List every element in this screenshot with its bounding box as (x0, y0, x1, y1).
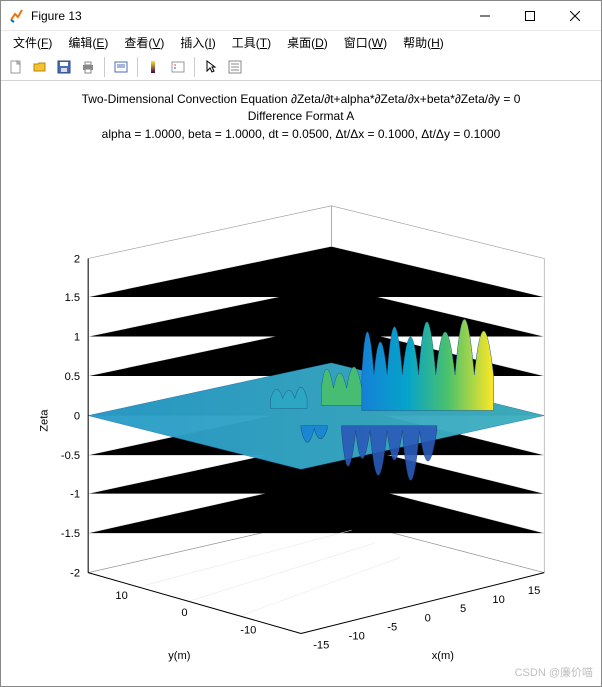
svg-text:-5: -5 (387, 622, 397, 634)
z-tick-labels: -2 -1.5 -1 -0.5 0 0.5 1 1.5 2 (61, 254, 80, 580)
svg-text:1.5: 1.5 (65, 292, 80, 304)
menu-item[interactable]: 帮助(H) (395, 32, 452, 53)
svg-text:-2: -2 (70, 568, 80, 580)
svg-text:10: 10 (492, 594, 504, 606)
menu-item[interactable]: 文件(F) (5, 32, 60, 53)
toolbar-separator (194, 57, 195, 77)
svg-text:5: 5 (460, 603, 466, 615)
svg-text:0: 0 (181, 607, 187, 619)
close-button[interactable] (552, 1, 597, 30)
save-button[interactable] (53, 56, 75, 78)
open-button[interactable] (29, 56, 51, 78)
window-title: Figure 13 (31, 9, 462, 23)
edit-plot-button[interactable] (200, 56, 222, 78)
svg-text:0.5: 0.5 (65, 371, 80, 383)
svg-text:15: 15 (528, 585, 540, 597)
svg-text:-10: -10 (240, 625, 256, 637)
plot-title: Two-Dimensional Convection Equation ∂Zet… (13, 91, 589, 143)
svg-text:-15: -15 (313, 640, 329, 652)
toolbar-separator (137, 57, 138, 77)
legend-icon (170, 59, 186, 75)
maximize-button[interactable] (507, 1, 552, 30)
minimize-icon (480, 11, 490, 21)
colorbar-icon (146, 59, 162, 75)
menu-item[interactable]: 桌面(D) (279, 32, 336, 53)
svg-text:-0.5: -0.5 (61, 450, 80, 462)
title-line: Two-Dimensional Convection Equation ∂Zet… (13, 91, 589, 108)
link-icon (113, 59, 129, 75)
svg-text:1: 1 (74, 332, 80, 344)
svg-text:0: 0 (74, 411, 80, 423)
close-icon (570, 11, 580, 21)
menu-item[interactable]: 插入(I) (172, 32, 223, 53)
title-bar: Figure 13 (1, 1, 601, 31)
svg-text:2: 2 (74, 254, 80, 266)
svg-text:-1: -1 (70, 489, 80, 501)
link-button[interactable] (110, 56, 132, 78)
new-icon (8, 59, 24, 75)
minimize-button[interactable] (462, 1, 507, 30)
menu-item[interactable]: 窗口(W) (336, 32, 395, 53)
matlab-icon (9, 8, 25, 24)
menu-bar: 文件(F)编辑(E)查看(V)插入(I)工具(T)桌面(D)窗口(W)帮助(H) (1, 31, 601, 53)
svg-text:-10: -10 (349, 631, 365, 643)
y-tick-labels: -10 0 10 (115, 590, 256, 636)
colorbar-button[interactable] (143, 56, 165, 78)
legend-button[interactable] (167, 56, 189, 78)
svg-text:-1.5: -1.5 (61, 528, 80, 540)
toolbar (1, 53, 601, 81)
pointer-icon (203, 59, 219, 75)
menu-item[interactable]: 工具(T) (224, 32, 279, 53)
title-line: Difference Format A (13, 108, 589, 125)
toolbar-separator (104, 57, 105, 77)
svg-text:0: 0 (425, 612, 431, 624)
svg-text:10: 10 (115, 590, 127, 602)
menu-item[interactable]: 编辑(E) (60, 32, 116, 53)
new-figure-button[interactable] (5, 56, 27, 78)
title-line: alpha = 1.0000, beta = 1.0000, dt = 0.05… (13, 126, 589, 143)
x-tick-labels: -15 -10 -5 0 5 10 15 (313, 585, 540, 652)
maximize-icon (525, 11, 535, 21)
open-icon (32, 59, 48, 75)
surface-plot: -2 -1.5 -1 -0.5 0 0.5 1 1.5 2 Zeta -15 -10 -5… (13, 147, 589, 674)
z-axis-label: Zeta (39, 409, 51, 432)
x-axis-label: x(m) (432, 650, 455, 662)
axes-area[interactable]: Two-Dimensional Convection Equation ∂Zet… (1, 81, 601, 686)
open-property-button[interactable] (224, 56, 246, 78)
y-axis-label: y(m) (168, 650, 191, 662)
print-button[interactable] (77, 56, 99, 78)
menu-item[interactable]: 查看(V) (116, 32, 172, 53)
print-icon (80, 59, 96, 75)
save-icon (56, 59, 72, 75)
property-icon (227, 59, 243, 75)
figure-window: Figure 13 文件(F)编辑(E)查看(V)插入(I)工具(T)桌面(D)… (0, 0, 602, 687)
